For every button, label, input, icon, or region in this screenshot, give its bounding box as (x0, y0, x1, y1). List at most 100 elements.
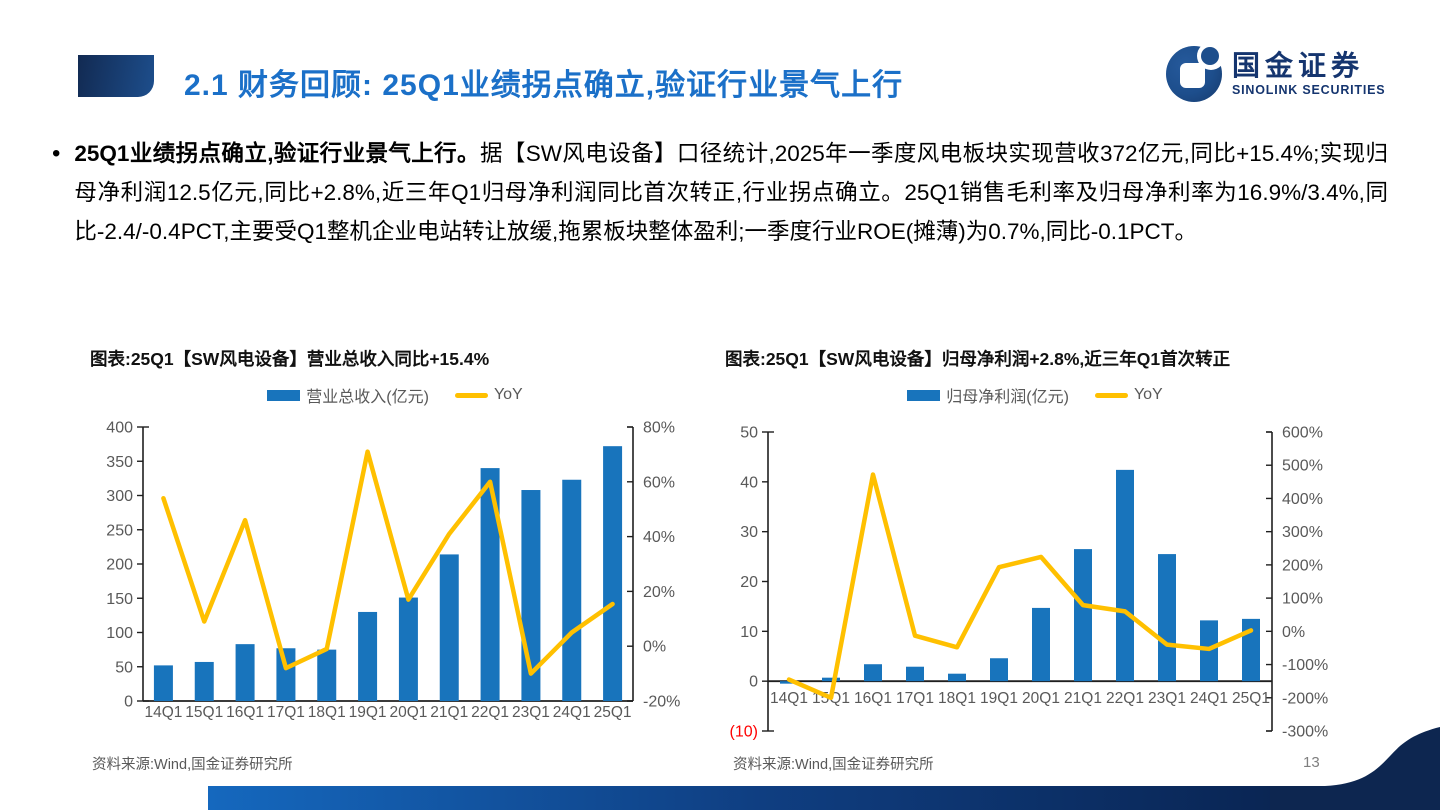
revenue-chart-title: 图表:25Q1【SW风电设备】营业总收入同比+15.4% (90, 349, 490, 369)
left-axis-label: 200 (106, 557, 133, 574)
x-axis-label: 16Q1 (854, 690, 892, 707)
right-axis-label: 0% (643, 639, 666, 656)
logo-square (1180, 63, 1205, 88)
line-legend-label: YoY (1133, 386, 1163, 403)
bar (1158, 554, 1176, 682)
x-axis-label: 17Q1 (267, 704, 305, 721)
x-axis-label: 23Q1 (512, 704, 550, 721)
bar (1032, 607, 1050, 682)
left-axis-label: 400 (106, 420, 133, 437)
right-axis-label: 40% (643, 529, 675, 546)
x-axis-label: 24Q1 (553, 704, 591, 721)
bar (948, 673, 966, 682)
left-axis-label: 350 (106, 454, 133, 471)
bullet-marker: • (52, 140, 61, 167)
right-axis-label: 600% (1282, 425, 1323, 442)
bar-legend-swatch (267, 389, 301, 401)
line-legend-swatch (454, 392, 488, 398)
left-axis-label: 50 (740, 425, 758, 442)
left-axis-label: (10) (730, 724, 758, 741)
line-legend-swatch (1094, 392, 1128, 398)
summary-text: 25Q1业绩拐点确立,验证行业景气上行。据【SW风电设备】口径统计,2025年一… (74, 134, 1388, 251)
profit-chart-title: 图表:25Q1【SW风电设备】归母净利润+2.8%,近三年Q1首次转正 (725, 349, 1231, 369)
right-axis-label: 60% (643, 474, 675, 491)
right-axis-label: 100% (1282, 591, 1323, 608)
x-axis-label: 25Q1 (1232, 690, 1270, 707)
right-axis-label: 200% (1282, 557, 1323, 574)
right-axis-label: -100% (1282, 657, 1328, 674)
profit-chart-figure: 图表:25Q1【SW风电设备】归母净利润+2.8%,近三年Q1首次转正 归母净利… (725, 347, 1345, 751)
bar (603, 446, 623, 701)
x-axis-label: 18Q1 (308, 704, 346, 721)
x-axis-label: 20Q1 (389, 704, 427, 721)
right-axis-label: 80% (643, 420, 675, 437)
right-axis-label: -20% (643, 694, 680, 711)
logo-cn-text: 国金证券 (1232, 50, 1365, 82)
bar (864, 664, 882, 682)
bar (194, 661, 214, 701)
revenue-chart-figure: 图表:25Q1【SW风电设备】营业总收入同比+15.4% 营业总收入(亿元) Y… (90, 347, 700, 733)
x-axis-label: 23Q1 (1148, 690, 1186, 707)
x-axis-label: 25Q1 (594, 704, 632, 721)
bar (990, 658, 1008, 682)
bar (822, 677, 840, 682)
x-axis-label: 22Q1 (1106, 690, 1144, 707)
right-axis-label: 400% (1282, 491, 1323, 508)
x-axis-label: 21Q1 (430, 704, 468, 721)
summary-body: 据【SW风电设备】口径统计,2025年一季度风电板块实现营收372亿元,同比+1… (74, 141, 1389, 244)
profit-chart: (10) 0 10 20 30 40 50 -300% -200% -100% 0% 100% 200%… (730, 425, 1329, 741)
x-axis-label: 24Q1 (1190, 690, 1228, 707)
left-axis-label: 300 (106, 488, 133, 505)
yoy-line (161, 449, 615, 676)
x-axis-label: 14Q1 (144, 704, 182, 721)
x-axis-label: 21Q1 (1064, 690, 1102, 707)
bar (480, 468, 500, 701)
summary-lead: 25Q1业绩拐点确立,验证行业景气上行。 (74, 141, 480, 166)
bar (153, 665, 173, 701)
source-note-left: 资料来源:Wind,国金证券研究所 (92, 757, 293, 773)
left-axis-label: 150 (106, 591, 133, 608)
logo-text: 国金证券 SINOLINK SECURITIES (1232, 51, 1385, 97)
left-axis-label: 250 (106, 522, 133, 539)
x-axis-label: 20Q1 (1022, 690, 1060, 707)
footer-wave-shape (1270, 727, 1440, 810)
revenue-chart-legend: 营业总收入(亿元) YoY (90, 385, 700, 406)
left-axis-label: 40 (740, 474, 758, 491)
bar-legend-label: 归母净利润(亿元) (946, 389, 1069, 406)
sinolink-logo: 国金证券 SINOLINK SECURITIES (1166, 42, 1385, 102)
bar-legend-label: 营业总收入(亿元) (306, 389, 429, 406)
bar (317, 649, 337, 701)
x-axis-label: 14Q1 (770, 690, 808, 707)
left-axis-label: 0 (124, 694, 133, 711)
x-axis-label: 15Q1 (185, 704, 223, 721)
x-axis-label: 16Q1 (226, 704, 264, 721)
summary-paragraph: • 25Q1业绩拐点确立,验证行业景气上行。据【SW风电设备】口径统计,2025… (52, 134, 1388, 251)
bar-legend-swatch (907, 389, 941, 401)
footer-bar (208, 786, 1440, 810)
x-axis-label: 19Q1 (980, 690, 1018, 707)
bar (276, 648, 296, 701)
x-axis-label: 17Q1 (896, 690, 934, 707)
x-axis-label: 18Q1 (938, 690, 976, 707)
line-legend-label: YoY (493, 386, 523, 403)
left-axis-label: 50 (115, 659, 133, 676)
page-number: 13 (1303, 754, 1320, 771)
profit-chart-legend: 归母净利润(亿元) YoY (725, 385, 1345, 406)
right-axis-label: -300% (1282, 724, 1328, 741)
right-axis-label: 300% (1282, 524, 1323, 541)
left-axis-label: 20 (740, 574, 758, 591)
bar (1074, 549, 1092, 682)
x-axis-label: 19Q1 (349, 704, 387, 721)
page-title: 2.1 财务回顾: 25Q1业绩拐点确立,验证行业景气上行 (184, 69, 904, 102)
bar (780, 681, 798, 684)
right-axis-label: 20% (643, 584, 675, 601)
left-axis-label: 10 (740, 624, 758, 641)
right-axis-label: 0% (1282, 624, 1305, 641)
bar (1116, 469, 1134, 682)
bar (235, 644, 255, 701)
sinolink-logo-icon (1166, 42, 1225, 102)
bar (398, 597, 418, 701)
logo-dot (1201, 47, 1219, 65)
bar (439, 554, 459, 701)
